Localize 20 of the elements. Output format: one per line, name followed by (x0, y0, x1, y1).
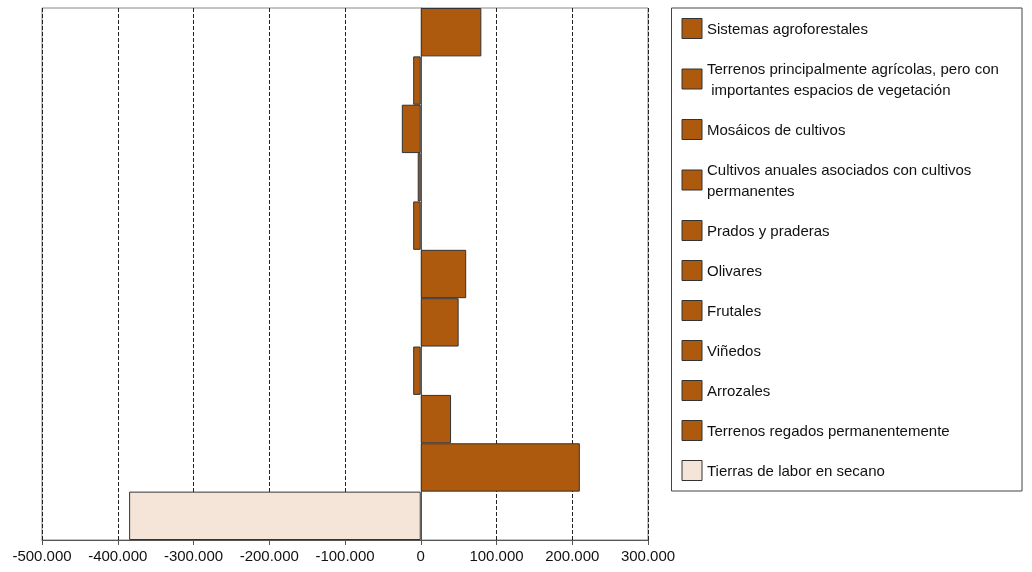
x-tick-label: 300.000 (620, 547, 676, 564)
legend-label: Tierras de labor en secano (707, 462, 885, 479)
legend-label: Terrenos principalmente agrícolas, pero con importantes espacios de vegetación (707, 60, 999, 98)
legend-label: Sistemas agroforestales (707, 20, 868, 37)
x-tick-label: 100.000 (469, 547, 524, 564)
legend-label: Mosáicos de cultivos (707, 121, 846, 138)
x-tick-label: -500.000 (12, 547, 72, 564)
legend-label: Arrozales (707, 382, 771, 399)
x-tick-label: -400.000 (88, 547, 148, 564)
legend-label: Cultivos anuales asociados con cultivos permanentes (707, 161, 976, 199)
legend-label: Terrenos regados permanentemente (707, 422, 950, 439)
x-tick-label: -200.000 (239, 547, 299, 564)
x-tick-label: 0 (416, 547, 425, 564)
x-tick-label: -100.000 (315, 547, 375, 564)
x-tick-label: 200.000 (545, 547, 600, 564)
legend-label: Frutales (707, 302, 762, 319)
x-tick-label: -300.000 (163, 547, 224, 564)
legend-label: Prados y praderas (707, 222, 830, 239)
legend-label: Viñedos (707, 342, 761, 359)
legend-label: Olivares (707, 262, 763, 279)
